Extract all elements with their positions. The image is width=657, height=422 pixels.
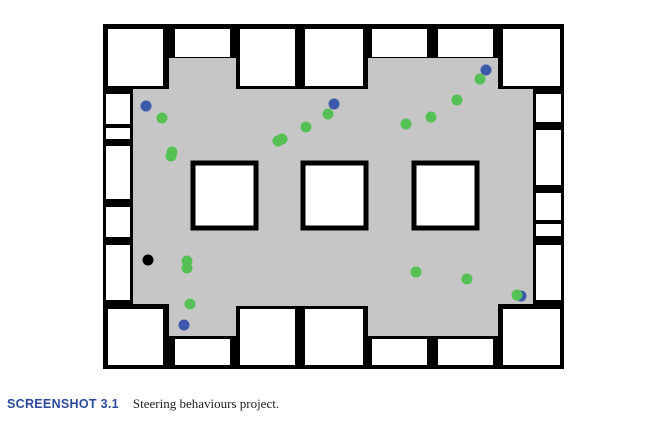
wall-block-bottom-5 bbox=[372, 339, 427, 365]
wall-block-right-4 bbox=[536, 224, 561, 236]
agent-green bbox=[461, 273, 473, 285]
caption-label: SCREENSHOT 3.1 bbox=[7, 397, 119, 411]
wall-block-right-2 bbox=[536, 130, 561, 185]
wall-blocks bbox=[106, 29, 561, 365]
agent-green bbox=[276, 133, 288, 145]
agent-green bbox=[451, 94, 463, 106]
wall-block-left-4 bbox=[106, 207, 130, 237]
agent-blue bbox=[328, 98, 340, 110]
agents bbox=[140, 64, 527, 331]
wall-block-top-7 bbox=[503, 29, 560, 86]
wall-block-right-5 bbox=[536, 245, 561, 300]
wall-block-top-6 bbox=[438, 29, 493, 57]
wall-block-bottom-4 bbox=[305, 309, 363, 365]
agent-green bbox=[184, 298, 196, 310]
agent-green bbox=[425, 111, 437, 123]
wall-block-left-5 bbox=[106, 245, 130, 300]
agent-blue bbox=[140, 100, 152, 112]
wall-block-bottom-2 bbox=[175, 339, 230, 365]
agent-green bbox=[300, 121, 312, 133]
wall-block-left-2 bbox=[106, 128, 130, 139]
obstacle-pillar-2 bbox=[300, 160, 369, 231]
wall-block-top-3 bbox=[240, 29, 295, 86]
obstacle-pillar-3 bbox=[411, 160, 480, 231]
wall-block-right-3 bbox=[536, 193, 561, 220]
agent-black bbox=[142, 254, 154, 266]
agent-green bbox=[474, 73, 486, 85]
steering-simulation-figure bbox=[103, 24, 564, 369]
agent-green bbox=[410, 266, 422, 278]
agent-blue bbox=[480, 64, 492, 76]
obstacle-pillar-1 bbox=[190, 160, 259, 231]
agent-green bbox=[400, 118, 412, 130]
wall-block-bottom-3 bbox=[240, 309, 295, 365]
agent-green bbox=[156, 112, 168, 124]
agent-blue bbox=[178, 319, 190, 331]
agent-green bbox=[511, 289, 523, 301]
wall-block-top-4 bbox=[305, 29, 363, 86]
wall-block-right-1 bbox=[536, 94, 561, 122]
agent-green bbox=[322, 108, 334, 120]
wall-block-top-1 bbox=[108, 29, 163, 86]
wall-block-bottom-1 bbox=[108, 309, 163, 365]
wall-block-top-2 bbox=[175, 29, 230, 57]
wall-block-bottom-7 bbox=[503, 309, 560, 365]
figure-caption: SCREENSHOT 3.1 Steering behaviours projec… bbox=[7, 396, 279, 412]
agent-green bbox=[165, 150, 177, 162]
wall-block-bottom-6 bbox=[438, 339, 493, 365]
wall-block-left-1 bbox=[106, 94, 130, 124]
agent-green bbox=[181, 262, 193, 274]
wall-block-top-5 bbox=[372, 29, 427, 57]
caption-text: Steering behaviours project. bbox=[132, 396, 280, 411]
wall-block-left-3 bbox=[106, 146, 130, 199]
